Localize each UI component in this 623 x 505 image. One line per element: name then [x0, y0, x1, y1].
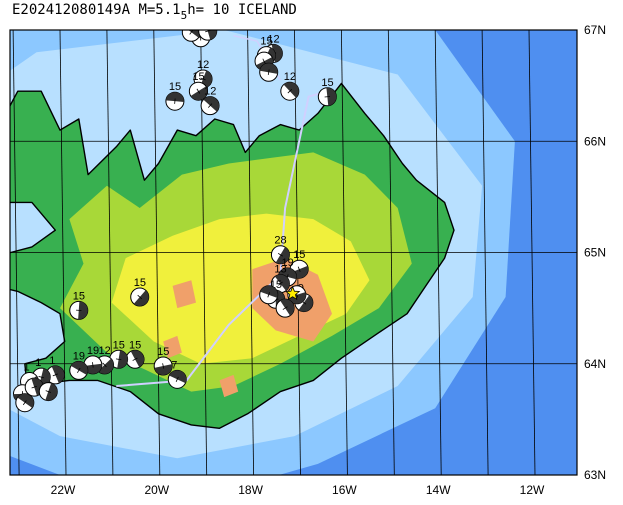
- focal-mechanism: [15, 393, 35, 413]
- focal-mechanism: 15: [165, 81, 185, 111]
- event-depth-label: 19: [73, 350, 85, 362]
- focal-mechanism: 12: [280, 71, 300, 101]
- focal-mechanism: 13: [270, 264, 290, 294]
- event-depth-label: 12: [284, 71, 296, 83]
- magnitude: M=5.1: [138, 2, 181, 18]
- focal-mechanism: [198, 30, 218, 41]
- lat-label: 63N: [584, 468, 606, 482]
- focal-mechanism: 15: [317, 77, 337, 107]
- focal-mechanism: [259, 62, 279, 82]
- focal-mechanism: 28: [270, 235, 290, 265]
- event-depth-label: 15: [321, 77, 333, 89]
- lat-label: 66N: [584, 134, 606, 148]
- event-depth-label: 19: [281, 257, 293, 269]
- event-depth-label: 15: [73, 290, 85, 302]
- epicenter-star: [284, 285, 301, 301]
- event-depth-label: 15: [129, 339, 141, 351]
- lon-label: 20W: [144, 483, 169, 497]
- lon-label: 16W: [332, 483, 357, 497]
- event-depth-label: 1: [35, 357, 41, 369]
- lon-label: 22W: [51, 483, 76, 497]
- focal-mechanism: [275, 298, 295, 318]
- lon-label: 18W: [238, 483, 263, 497]
- focal-mechanism: 19: [69, 350, 89, 380]
- event-depth-label: 12: [267, 33, 279, 45]
- depth-sublabel: 5: [180, 9, 188, 22]
- focal-mechanism: 15: [130, 277, 150, 307]
- depth: h= 10: [187, 2, 230, 18]
- map-frame: [9, 29, 578, 476]
- lon-label: 12W: [520, 483, 545, 497]
- lat-label: 64N: [584, 357, 606, 371]
- lon-labels: 22W 20W 18W 16W 14W 12W: [51, 483, 545, 497]
- event-depth-label: 7: [171, 359, 177, 371]
- event-depth-label: 12: [99, 345, 111, 357]
- focal-mechanism: 15: [69, 290, 89, 320]
- event-depth-label: 15: [293, 249, 305, 261]
- grid-layer: [10, 30, 577, 475]
- event-depth-label: 13: [274, 264, 286, 276]
- focal-mechanism: 19: [83, 345, 103, 375]
- focal-mechanism: 12: [200, 86, 220, 116]
- lon-label: 14W: [426, 483, 451, 497]
- event-depth-label: 15: [134, 277, 146, 289]
- focal-mechanism: [259, 285, 279, 305]
- lat-label: 67N: [584, 23, 606, 37]
- focal-mechanism: [38, 382, 58, 402]
- event-depth-label: 15: [157, 346, 169, 358]
- event-depth-label: 12: [197, 59, 209, 71]
- event-depth-label: 12: [204, 86, 216, 98]
- lat-label: 65N: [584, 246, 606, 260]
- event-depth-label: 1: [49, 355, 55, 367]
- event-depth-label: 28: [274, 235, 286, 247]
- event-depth-label: 15: [113, 339, 125, 351]
- event-depth-label: 15: [192, 71, 204, 83]
- event-depth-label: 1: [24, 362, 30, 374]
- focal-mechanism: 7: [167, 359, 187, 389]
- region-name: ICELAND: [237, 2, 297, 18]
- event-depth-label: 15: [169, 81, 181, 93]
- event-depth-label: 15: [260, 36, 272, 48]
- event-layer: 1211215151212151215281519131591515157151…: [12, 30, 337, 413]
- focal-mechanism: 15: [109, 339, 129, 369]
- event-id: E202412080149A: [12, 2, 131, 18]
- lat-labels: 67N 66N 65N 64N 63N: [584, 23, 606, 482]
- focal-mechanism: 15: [188, 71, 208, 101]
- event-depth-label: 19: [87, 345, 99, 357]
- map-title: E202412080149A M=5.15h= 10 ICELAND: [12, 2, 297, 22]
- focal-mechanism: 15: [153, 346, 173, 376]
